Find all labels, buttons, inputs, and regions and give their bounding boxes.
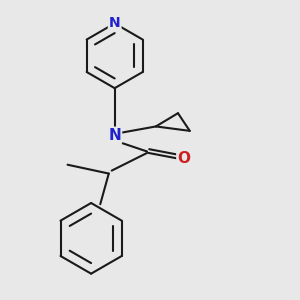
Text: N: N xyxy=(109,16,121,30)
Text: O: O xyxy=(177,151,190,166)
Text: N: N xyxy=(108,128,121,143)
